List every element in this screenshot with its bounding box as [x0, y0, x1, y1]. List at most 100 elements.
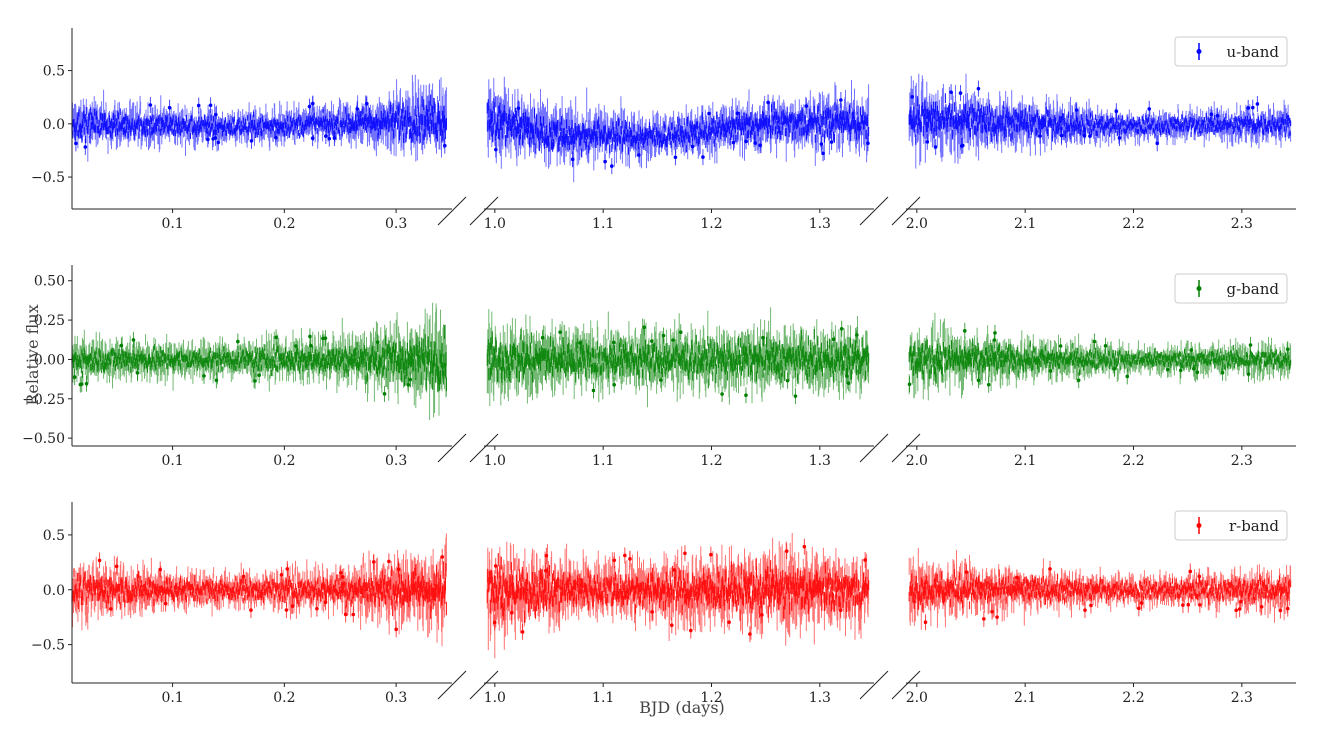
outlier-point	[1048, 369, 1053, 373]
outlier-point	[628, 557, 632, 561]
outlier-point	[355, 107, 360, 111]
outlier-point	[323, 600, 328, 605]
outlier-point	[1234, 608, 1239, 613]
legend-marker	[1196, 286, 1202, 291]
outlier-point	[612, 382, 616, 387]
legend-g-band: g-band	[1174, 273, 1288, 304]
outlier-point	[1181, 603, 1185, 607]
data-core	[908, 93, 1292, 146]
outlier-point	[804, 104, 809, 108]
outlier-point	[784, 549, 789, 553]
outlier-point	[1147, 107, 1152, 111]
outlier-point	[1088, 134, 1092, 138]
outlier-point	[671, 338, 675, 342]
legend-label: u-band	[1226, 43, 1279, 61]
outlier-point	[84, 381, 89, 386]
x-tick-label: 1.3	[809, 453, 831, 469]
outlier-point	[1192, 366, 1196, 371]
outlier-point	[650, 610, 655, 614]
outlier-point	[74, 141, 78, 146]
outlier-point	[907, 382, 912, 387]
outlier-point	[332, 136, 337, 140]
outlier-point	[720, 392, 724, 396]
outlier-point	[396, 567, 401, 572]
data-points-r-band-segment-3	[908, 548, 1292, 631]
data-core	[908, 338, 1292, 383]
x-tick-label: 2.2	[1122, 453, 1144, 469]
axis-break-mark	[469, 670, 499, 700]
outlier-point	[540, 335, 545, 340]
y-tick-label: 0.5	[43, 528, 65, 544]
outlier-point	[611, 340, 616, 345]
outlier-point	[683, 551, 687, 556]
outlier-point	[1278, 608, 1283, 613]
outlier-point	[766, 100, 770, 105]
outlier-point	[510, 610, 514, 615]
outlier-point	[114, 564, 119, 569]
x-tick-label: 2.2	[1122, 690, 1144, 706]
axis-break-mark	[891, 433, 921, 463]
outlier-point	[290, 604, 295, 608]
data-core	[486, 328, 870, 389]
outlier-point	[760, 613, 764, 617]
outlier-point	[976, 378, 981, 383]
outlier-point	[338, 570, 343, 575]
x-tick-label: 1.0	[484, 453, 506, 469]
outlier-point	[343, 612, 348, 617]
x-tick-label: 2.3	[1231, 216, 1253, 232]
y-tick-label: 0.5	[43, 64, 65, 80]
panel-u-band: 0.1 0.2 0.3 1.0 1.1 1.2 1.3 2.0 2.1 2.2 2.3 0.5 0.0 −…	[31, 28, 1296, 232]
x-tick-label: 0.1	[161, 453, 183, 469]
outlier-point	[578, 341, 582, 345]
outlier-point	[202, 374, 206, 378]
outlier-point	[863, 558, 867, 562]
x-tick-label: 1.2	[700, 453, 722, 469]
outlier-point	[962, 329, 967, 333]
outlier-point	[1209, 112, 1214, 117]
outlier-point	[661, 333, 666, 338]
x-tick-label: 2.1	[1014, 216, 1036, 232]
x-tick-label: 0.2	[273, 453, 295, 469]
outlier-point	[544, 568, 548, 573]
x-tick-label: 1.2	[700, 690, 722, 706]
outlier-point	[678, 330, 683, 335]
outlier-point	[406, 382, 411, 387]
outlier-point	[211, 137, 215, 141]
outlier-point	[131, 338, 136, 342]
outlier-point	[167, 105, 172, 110]
outlier-point	[163, 601, 168, 606]
x-tick-label: 2.0	[906, 453, 928, 469]
x-tick-label: 2.3	[1231, 453, 1253, 469]
outlier-point	[394, 627, 398, 632]
outlier-point	[735, 111, 740, 116]
outlier-point	[307, 104, 312, 109]
outlier-point	[802, 544, 807, 549]
outlier-point	[688, 628, 693, 633]
legend-marker	[1196, 523, 1202, 528]
legend-r-band: r-band	[1174, 510, 1288, 541]
outlier-point	[1255, 102, 1260, 106]
outlier-point	[839, 98, 843, 102]
data-points-r-band-segment-1	[71, 533, 447, 647]
axis-break-mark	[859, 670, 889, 700]
outlier-point	[591, 388, 596, 393]
data-core	[908, 569, 1292, 613]
outlier-point	[216, 140, 221, 145]
outlier-point	[976, 86, 981, 91]
outlier-point	[516, 106, 521, 111]
outlier-point	[1239, 599, 1243, 604]
legend-label: r-band	[1229, 517, 1279, 535]
x-tick-label: 2.0	[906, 216, 928, 232]
outlier-point	[241, 574, 246, 579]
outlier-point	[925, 140, 930, 144]
outlier-point	[1178, 368, 1183, 373]
x-tick-label: 0.3	[385, 690, 407, 706]
outlier-point	[659, 378, 663, 382]
outlier-point	[845, 374, 849, 378]
outlier-point	[669, 623, 674, 628]
axis-break-mark	[469, 196, 499, 226]
data-points-r-band-segment-2	[486, 533, 870, 659]
outlier-point	[964, 570, 969, 574]
outlier-point	[340, 575, 345, 579]
outlier-point	[214, 112, 218, 117]
